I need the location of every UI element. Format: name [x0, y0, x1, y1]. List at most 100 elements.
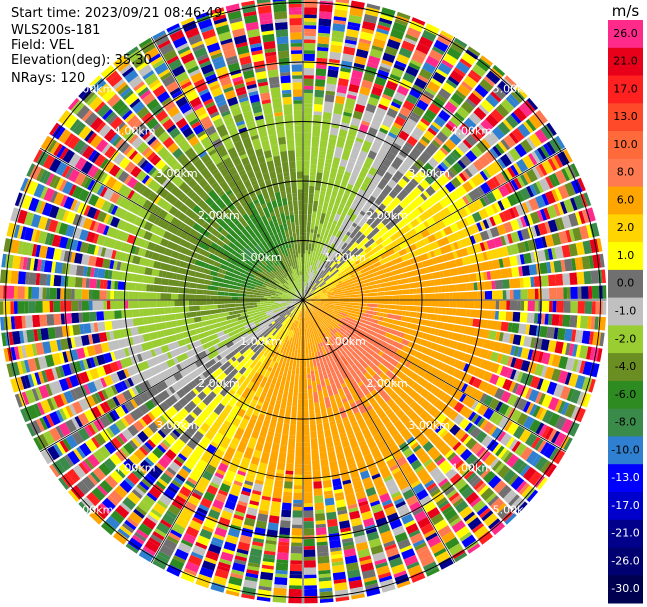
ray-gate — [522, 121, 534, 134]
ray-gate — [256, 295, 264, 298]
ray-gate — [499, 377, 506, 388]
ray-gate — [197, 278, 206, 284]
ray-gate — [70, 337, 76, 349]
ray-gate — [479, 319, 488, 329]
ray-gate — [10, 239, 20, 254]
ray-gate — [333, 273, 338, 277]
ray-gate — [46, 287, 50, 299]
ray-gate — [109, 361, 120, 373]
ray-gate — [422, 190, 431, 199]
ray-gate — [318, 194, 325, 206]
ray-gate — [338, 406, 348, 419]
ray-gate — [492, 176, 501, 187]
ray-gate — [178, 510, 192, 523]
ray-gate — [232, 255, 237, 261]
ray-gate — [548, 313, 553, 326]
ray-gate — [176, 352, 189, 363]
ray-gate — [91, 151, 101, 164]
ray-gate — [304, 260, 307, 272]
ray-gate — [419, 410, 433, 424]
ray-gate — [204, 430, 215, 441]
ray-gate — [49, 287, 57, 299]
ray-gate — [341, 398, 348, 404]
ray-gate — [417, 516, 431, 529]
ray-gate — [263, 296, 271, 299]
ray-gate — [167, 300, 172, 307]
ray-gate — [444, 101, 458, 114]
ray-gate — [247, 384, 253, 390]
ray-gate — [399, 201, 407, 209]
ray-gate — [534, 224, 541, 237]
ray-gate — [313, 282, 317, 287]
ray-gate — [342, 416, 349, 423]
ray-gate — [304, 14, 317, 19]
ray-gate — [317, 204, 323, 210]
ray-gate — [375, 561, 388, 569]
ray-gate — [459, 531, 472, 542]
ray-gate — [109, 453, 122, 467]
ray-gate — [282, 304, 290, 308]
ray-gate — [69, 239, 79, 251]
ray-gate — [10, 347, 17, 361]
ray-gate — [213, 322, 222, 329]
ray-gate — [495, 331, 501, 341]
ray-gate — [289, 315, 294, 322]
ray-gate — [88, 149, 98, 162]
ray-gate — [326, 289, 331, 293]
ray-gate — [261, 310, 266, 314]
ray-gate — [499, 365, 510, 378]
ray-gate — [156, 522, 170, 535]
ray-gate — [473, 232, 483, 243]
ray-gate — [356, 93, 369, 107]
ray-gate — [48, 205, 60, 219]
ray-gate — [495, 401, 503, 412]
ray-gate — [455, 283, 467, 292]
ray-gate — [402, 100, 415, 111]
ray-gate — [155, 462, 166, 472]
ray-gate — [303, 389, 308, 393]
ray-gate — [305, 292, 311, 298]
ray-gate — [267, 460, 277, 473]
ray-gate — [340, 436, 348, 442]
ray-gate — [300, 321, 302, 329]
ray-gate — [322, 267, 326, 271]
ray-gate — [354, 283, 366, 289]
ray-gate — [120, 446, 130, 457]
ray-gate — [358, 329, 364, 334]
ray-gate — [396, 245, 402, 251]
ray-gate — [416, 376, 429, 388]
ray-gate — [220, 397, 230, 407]
ray-gate — [304, 271, 306, 283]
ray-gate — [199, 327, 205, 333]
ray-gate — [334, 258, 339, 263]
ray-gate — [350, 586, 364, 593]
ray-gate — [441, 82, 456, 95]
ray-gate — [572, 227, 583, 241]
ray-gate — [312, 310, 315, 314]
ray-gate — [340, 193, 349, 206]
ray-gate — [436, 370, 443, 378]
ray-gate — [399, 300, 407, 305]
ray-gate — [571, 258, 577, 271]
ray-gate — [166, 535, 179, 545]
ray-gate — [537, 249, 547, 262]
ray-gate — [358, 41, 371, 48]
ray-gate — [249, 305, 254, 309]
ray-gate — [269, 318, 273, 322]
ray-gate — [128, 300, 139, 309]
ray-gate — [303, 132, 312, 140]
ray-gate — [413, 416, 427, 430]
ray-gate — [334, 306, 342, 310]
ray-gate — [93, 378, 104, 391]
ray-gate — [381, 237, 393, 248]
ray-gate — [410, 372, 420, 382]
ray-gate — [143, 317, 148, 325]
ray-gate — [35, 387, 43, 400]
ray-gate — [282, 331, 289, 343]
ray-gate — [390, 280, 399, 286]
ray-gate — [75, 361, 82, 372]
ray-gate — [453, 350, 466, 361]
ray-gate — [225, 534, 239, 545]
ray-gate — [335, 281, 347, 288]
ray-gate — [312, 291, 323, 297]
